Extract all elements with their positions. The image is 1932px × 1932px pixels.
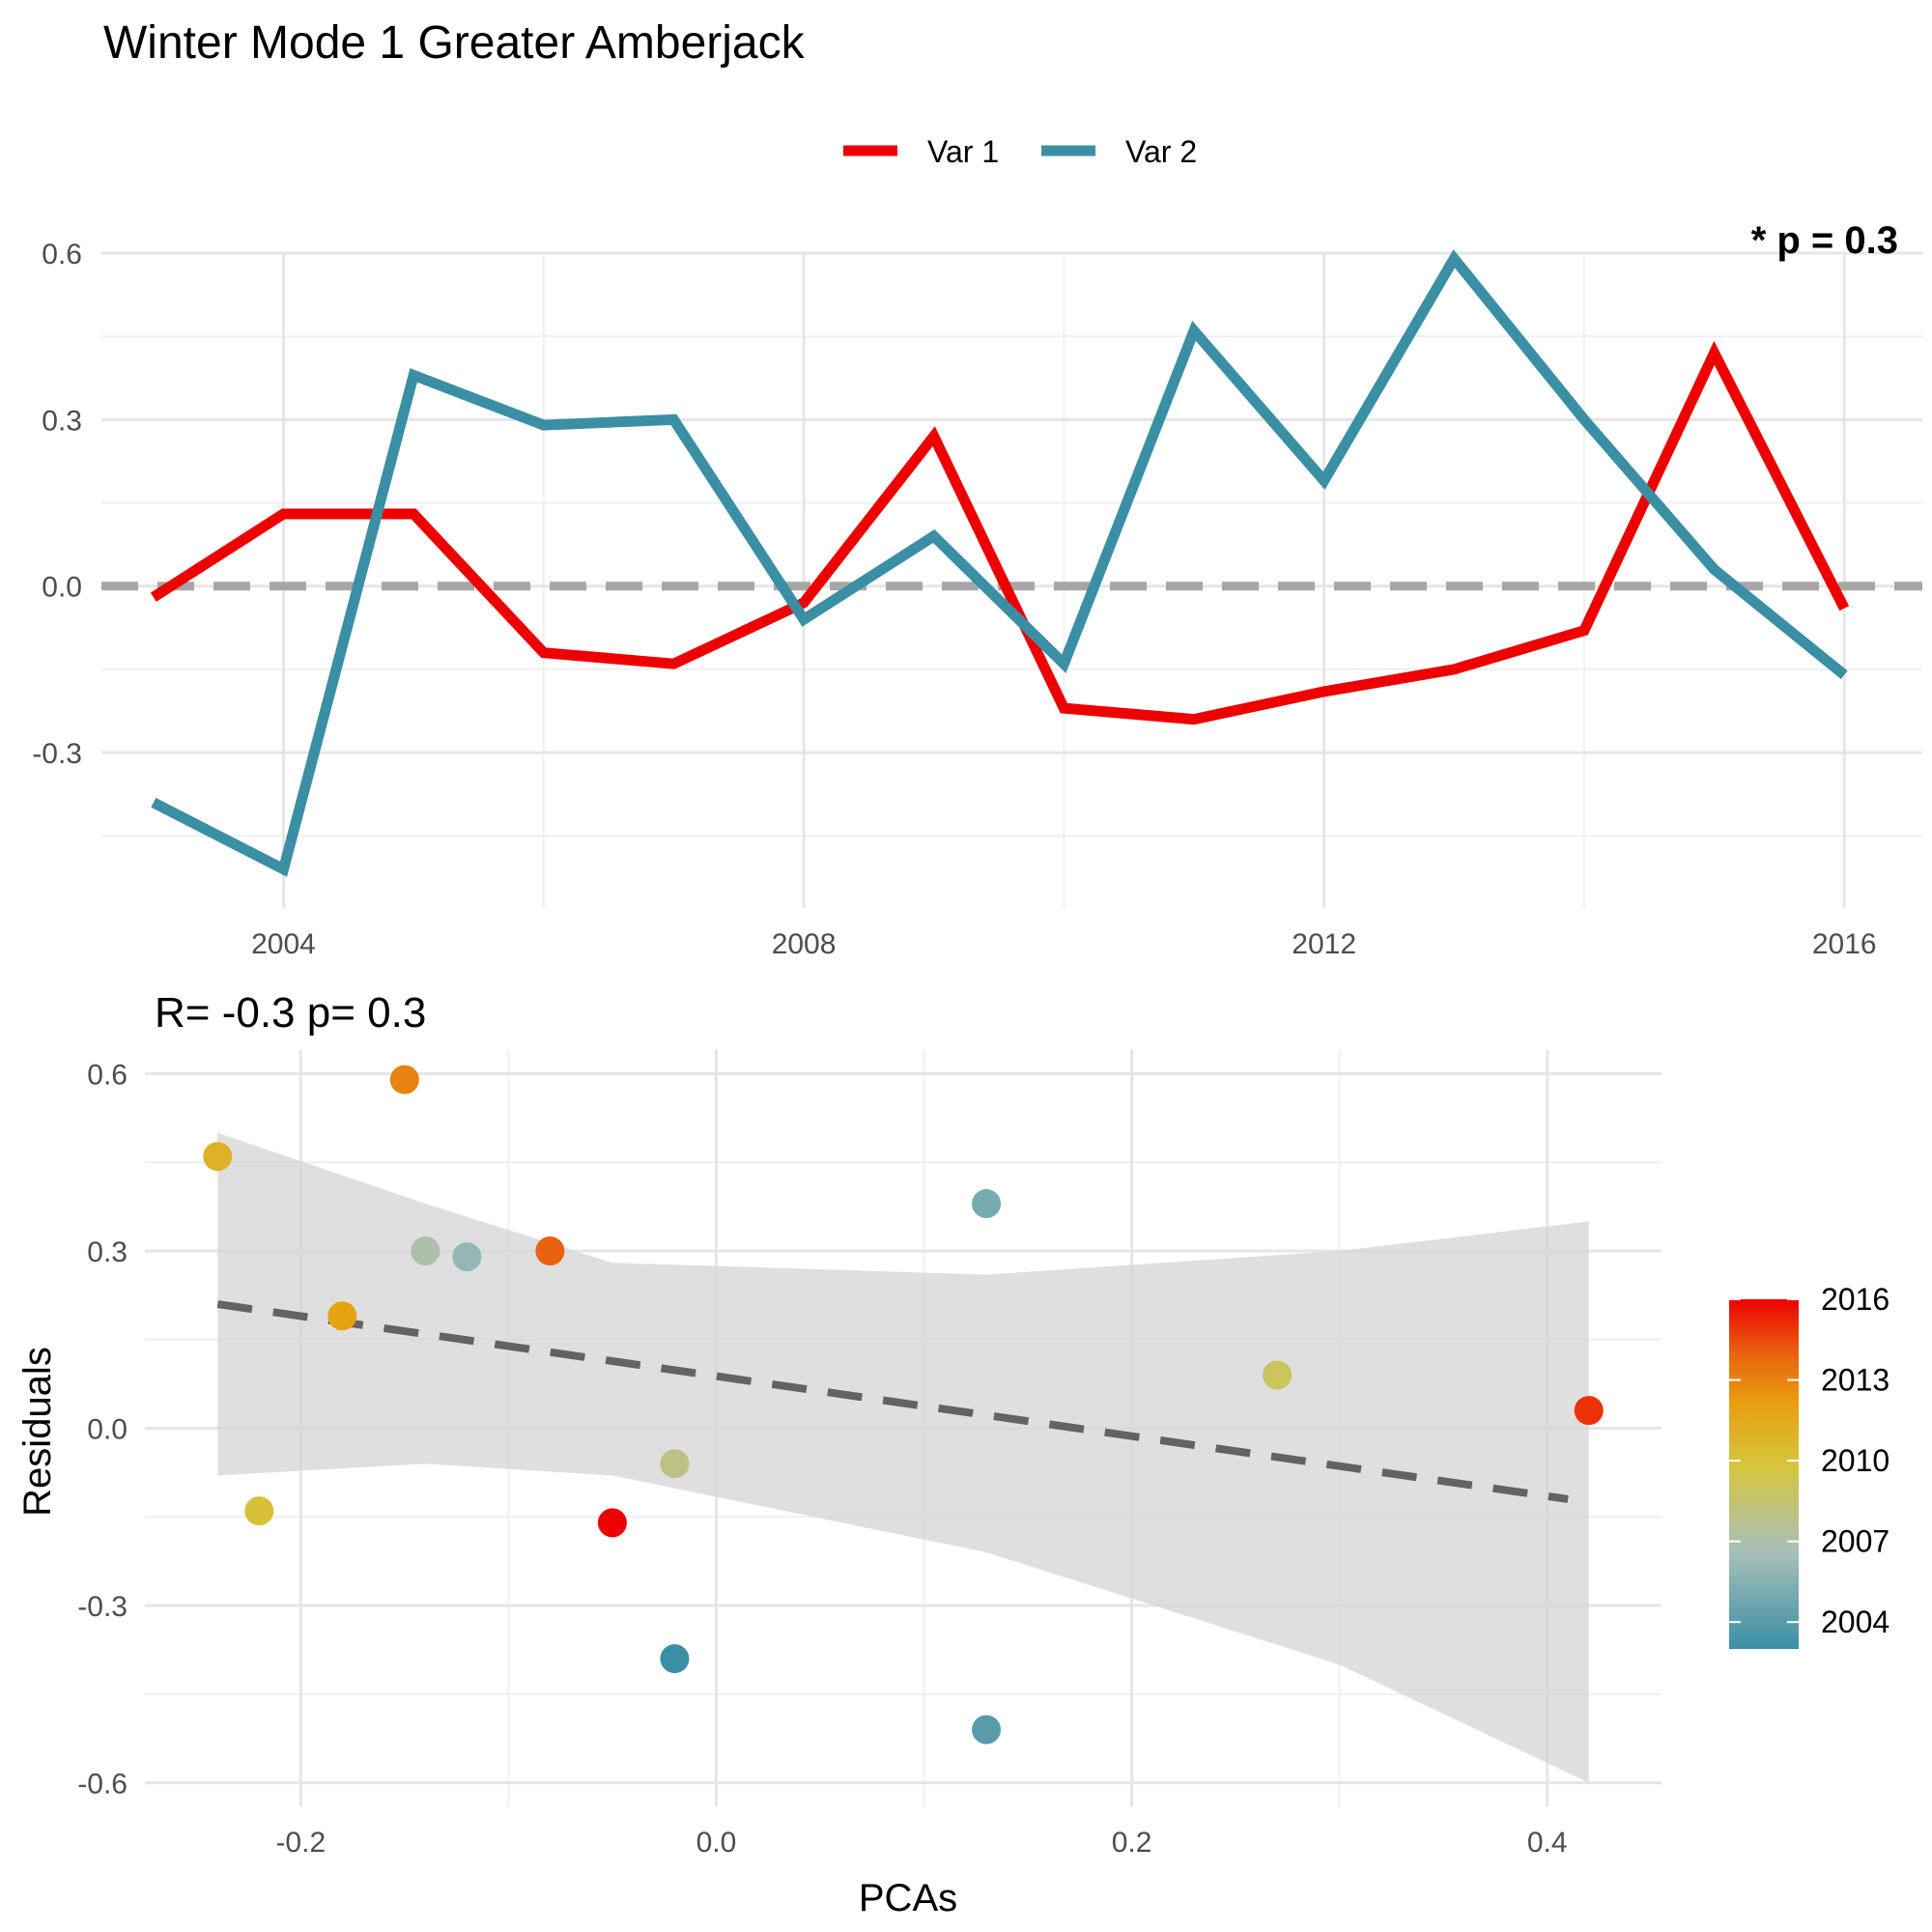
time-series-panel: 2004 2008 2012 2016 -0.3 0.0 0.3 0.6 * p = 0.3: [32, 219, 1922, 960]
scatter-point: [660, 1644, 690, 1674]
y-tick-label: 0.3: [87, 1236, 128, 1268]
y-tick-label: 0.6: [42, 239, 82, 270]
x-tick-label: 0.4: [1527, 1827, 1568, 1859]
series-line-var2: [151, 249, 1848, 877]
time-series-ticks: 2004 2008 2012 2016 -0.3 0.0 0.3 0.6: [32, 239, 1876, 960]
scatter-point: [203, 1142, 233, 1172]
confidence-band: [217, 1132, 1589, 1783]
p-value-annotation: * p = 0.3: [1751, 219, 1898, 262]
colorbar: 2004 2007 2010 2013 2016: [1729, 1282, 1889, 1649]
scatter-point: [660, 1449, 690, 1479]
scatter-point: [972, 1189, 1002, 1219]
scatter-points: [203, 1065, 1604, 1745]
x-tick-label: 0.2: [1112, 1827, 1152, 1859]
y-tick-label: 0.0: [42, 572, 82, 604]
y-tick-label: 0.0: [87, 1414, 128, 1446]
colorbar-tick-label: 2007: [1821, 1524, 1889, 1559]
scatter-point: [327, 1301, 357, 1331]
scatter-point: [244, 1496, 274, 1526]
x-tick-label: 2004: [251, 928, 316, 960]
x-tick-label: 2008: [772, 928, 837, 960]
scatter-point: [972, 1715, 1002, 1745]
x-axis-label: PCAs: [859, 1877, 957, 1919]
scatter-title: R= -0.3 p= 0.3: [155, 989, 426, 1037]
regression-fit-line: [216, 1300, 1569, 1503]
y-tick-label: -0.6: [77, 1769, 128, 1801]
x-tick-label: -0.2: [275, 1827, 326, 1859]
y-tick-label: 0.6: [87, 1059, 128, 1091]
x-tick-label: 2012: [1292, 928, 1356, 960]
scatter-panel: -0.2 0.0 0.2 0.4 -0.6 -0.3 0.0 0.3 0.6: [77, 1050, 1662, 1859]
scatter-point: [411, 1236, 440, 1265]
y-tick-label: -0.3: [77, 1591, 128, 1623]
fit-line: [216, 1300, 1569, 1503]
confidence-band-area: [217, 1132, 1589, 1783]
y-tick-label: -0.3: [32, 738, 82, 770]
scatter-point: [597, 1508, 627, 1538]
colorbar-ticks: 2004 2007 2010 2013 2016: [1729, 1282, 1889, 1639]
colorbar-tick-label: 2016: [1821, 1282, 1889, 1317]
time-series-grid: [101, 251, 1922, 908]
scatter-point: [1263, 1360, 1293, 1390]
x-tick-label: 0.0: [696, 1827, 737, 1859]
chart-title: Winter Mode 1 Greater Amberjack: [103, 17, 806, 69]
x-tick-label: 2016: [1812, 928, 1877, 960]
colorbar-tick-label: 2013: [1821, 1363, 1889, 1398]
y-tick-label: 0.3: [42, 405, 82, 437]
scatter-ticks: -0.2 0.0 0.2 0.4 -0.6 -0.3 0.0 0.3 0.6: [77, 1059, 1567, 1859]
colorbar-tick-label: 2004: [1821, 1605, 1889, 1639]
legend-label-var2: Var 2: [1125, 134, 1197, 169]
y-axis-label: Residuals: [16, 1347, 59, 1517]
legend: Var 1 Var 2: [843, 134, 1197, 169]
time-series-lines: [101, 249, 1922, 877]
scatter-point: [389, 1065, 419, 1094]
legend-label-var1: Var 1: [927, 134, 999, 169]
scatter-point: [452, 1242, 482, 1272]
colorbar-gradient: [1729, 1299, 1799, 1649]
scatter-point: [1574, 1396, 1604, 1426]
series-line-var1: [150, 340, 1850, 725]
scatter-point: [535, 1236, 565, 1265]
colorbar-tick-label: 2010: [1821, 1443, 1889, 1478]
